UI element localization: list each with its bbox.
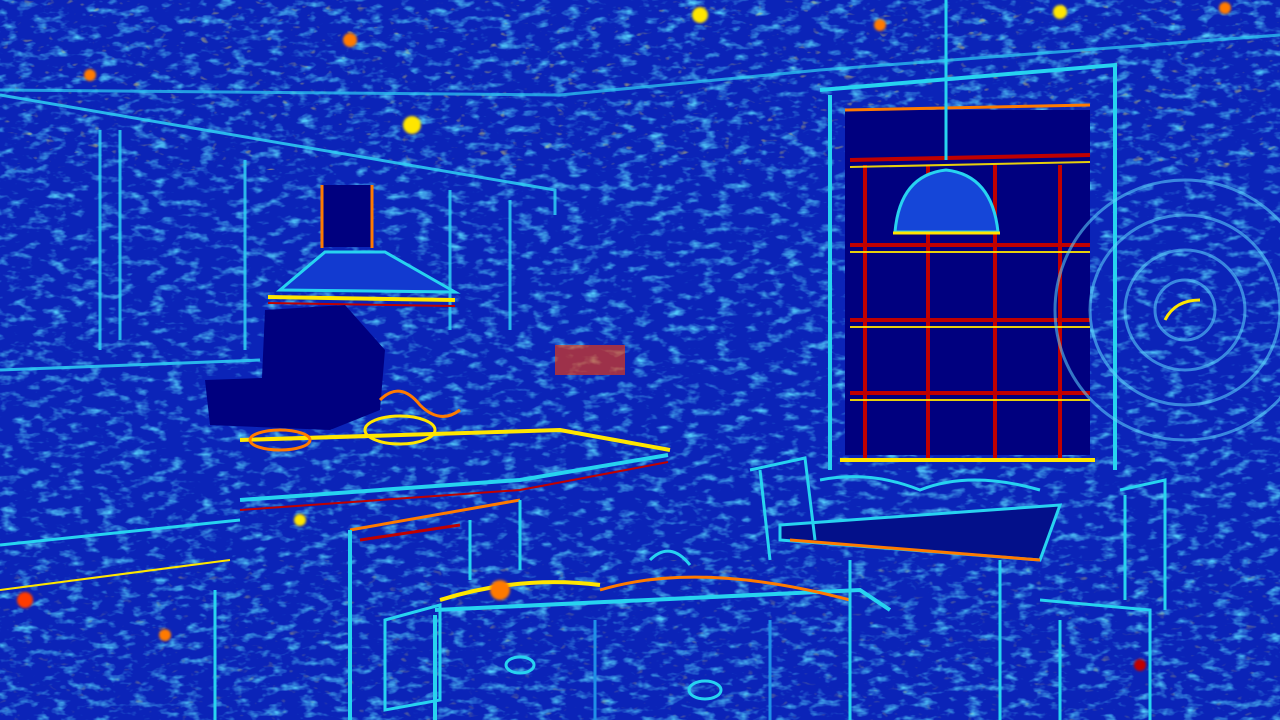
- pendant-lamp: [893, 0, 1000, 235]
- stove-void: [205, 305, 385, 430]
- ceiling-edge: [0, 33, 1280, 97]
- window: [819, 62, 1117, 470]
- kitchen-counter: [0, 427, 671, 720]
- dining-table: [778, 475, 1063, 720]
- oven-front: [359, 523, 461, 712]
- sink-cabinet: [433, 549, 892, 720]
- warm-speckles: [17, 2, 1231, 671]
- chair-right: [1039, 478, 1167, 720]
- concentric-ripple: [1053, 178, 1280, 442]
- ripple-highlight: [1163, 298, 1201, 321]
- hot-noise-bottom: [0, 560, 1280, 720]
- wall-cabinets: [0, 93, 557, 372]
- chair-left: [749, 456, 817, 561]
- counter-clutter: [248, 345, 625, 452]
- range-hood: [267, 185, 461, 307]
